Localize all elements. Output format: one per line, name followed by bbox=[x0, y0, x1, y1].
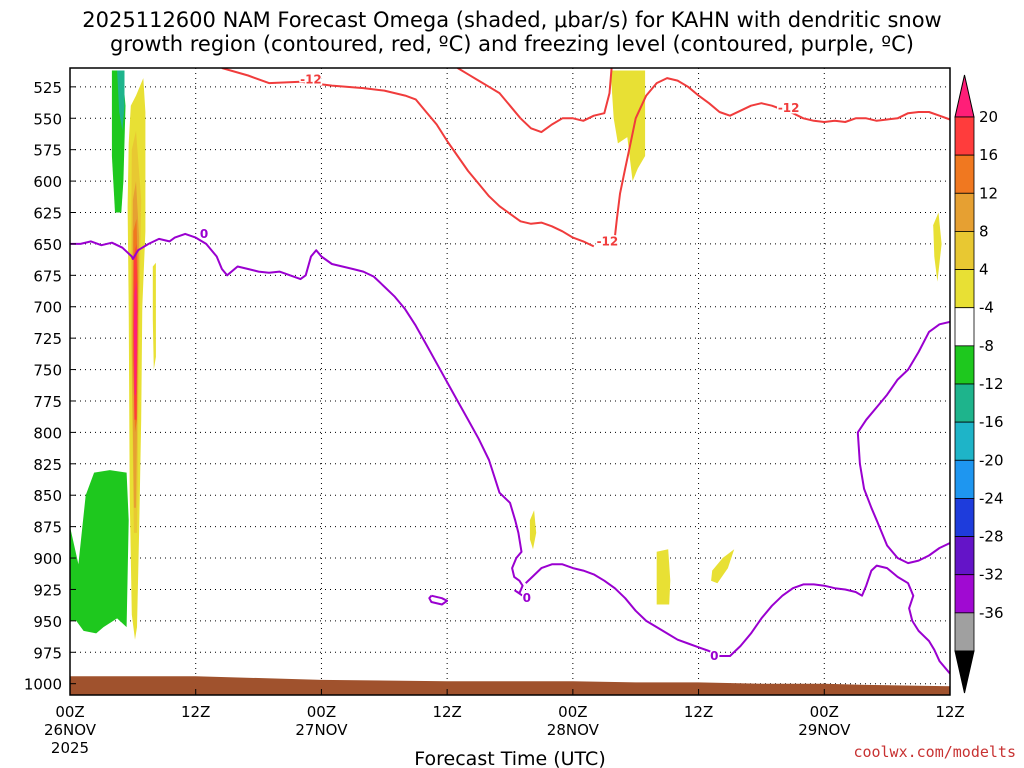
y-tick-label: 600 bbox=[33, 173, 62, 191]
dgz-contour-line bbox=[221, 68, 595, 248]
grid-lines bbox=[69, 68, 951, 695]
y-tick-label: 825 bbox=[33, 456, 62, 474]
colorbar-label: 12 bbox=[979, 184, 998, 202]
x-tick-label: 00Z bbox=[55, 703, 84, 721]
y-tick-label: 625 bbox=[33, 204, 62, 222]
colorbar-swatch bbox=[954, 383, 975, 423]
omega-shade-region bbox=[933, 212, 942, 282]
colorbar: 20 16 12 8 4 -4 -8 -12 -16 -20 -24 -28 -32 -36 bbox=[954, 74, 1004, 694]
x-tick-label: 00Z bbox=[558, 703, 587, 721]
colorbar-swatch bbox=[954, 421, 975, 461]
colorbar-swatch bbox=[954, 269, 975, 309]
y-tick-label: 750 bbox=[33, 362, 62, 380]
colorbar-swatch bbox=[954, 307, 975, 347]
colorbar-swatch bbox=[954, 498, 975, 537]
chart-title-line2: growth region (contoured, red, ºC) and f… bbox=[110, 32, 914, 56]
y-tick-label: 575 bbox=[33, 142, 62, 160]
omega-shade-region bbox=[117, 70, 125, 131]
contour-label: -12 bbox=[778, 101, 800, 115]
y-tick-label: 925 bbox=[33, 581, 62, 599]
credit-text: coolwx.com/modelts bbox=[853, 743, 1016, 761]
y-tick-label: 975 bbox=[33, 644, 62, 662]
y-tick-label: 700 bbox=[33, 299, 62, 317]
contour-label: 0 bbox=[523, 591, 531, 605]
colorbar-label: -20 bbox=[979, 451, 1004, 469]
colorbar-label: -24 bbox=[979, 489, 1004, 507]
chart-title-line1: 2025112600 NAM Forecast Omega (shaded, μ… bbox=[82, 8, 942, 32]
freezing-level-contour-line bbox=[70, 232, 528, 600]
y-tick-label: 775 bbox=[33, 393, 62, 411]
y-tick-label: 875 bbox=[33, 519, 62, 537]
y-tick-label: 525 bbox=[33, 79, 62, 97]
contour-label: 0 bbox=[200, 227, 208, 241]
y-tick-label: 675 bbox=[33, 267, 62, 285]
colorbar-label: 20 bbox=[979, 108, 998, 126]
x-tick-label: 00Z bbox=[810, 703, 839, 721]
x-tick-date-label: 26NOV bbox=[44, 721, 97, 739]
colorbar-label: -8 bbox=[979, 337, 994, 355]
colorbar-swatch bbox=[954, 154, 975, 194]
contour-label: -12 bbox=[300, 72, 322, 86]
colorbar-swatch bbox=[954, 574, 975, 614]
x-tick-date-label: 29NOV bbox=[798, 721, 851, 739]
colorbar-bottom-arrow bbox=[954, 650, 975, 694]
y-tick-label: 800 bbox=[33, 424, 62, 442]
omega-shade-region bbox=[610, 70, 646, 182]
omega-shade-region bbox=[711, 549, 735, 584]
omega-shading bbox=[70, 70, 950, 695]
colorbar-label: -32 bbox=[979, 566, 1004, 584]
colorbar-swatch bbox=[954, 231, 975, 270]
y-tick-label: 650 bbox=[33, 236, 62, 254]
x-tick-label: 12Z bbox=[181, 703, 210, 721]
x-tick-label: 12Z bbox=[935, 703, 964, 721]
colorbar-label: -4 bbox=[979, 299, 994, 317]
colorbar-label: 16 bbox=[979, 146, 998, 164]
omega-shade-region bbox=[656, 549, 671, 605]
colorbar-label: 8 bbox=[979, 222, 989, 240]
freezing-level-contour-line bbox=[428, 594, 449, 606]
omega-shade-region bbox=[133, 281, 137, 395]
contours bbox=[70, 68, 950, 675]
x-tick-year-label: 2025 bbox=[51, 739, 89, 757]
colorbar-swatch bbox=[954, 116, 975, 156]
y-tick-label: 900 bbox=[33, 550, 62, 568]
contour-label: 0 bbox=[710, 649, 718, 663]
x-tick-label: 12Z bbox=[684, 703, 713, 721]
plot-frame bbox=[69, 67, 951, 696]
colorbar-swatch bbox=[954, 345, 975, 385]
freezing-level-contour-line bbox=[525, 563, 950, 675]
x-tick-date-label: 28NOV bbox=[547, 721, 600, 739]
colorbar-swatch bbox=[954, 536, 975, 576]
contour-labels: -12 -12 -12 0 0 0 bbox=[198, 71, 801, 665]
colorbar-label: -12 bbox=[979, 375, 1004, 393]
colorbar-label: -16 bbox=[979, 413, 1004, 431]
y-tick-label: 950 bbox=[33, 613, 62, 631]
x-tick-label: 00Z bbox=[307, 703, 336, 721]
colorbar-swatch bbox=[954, 192, 975, 232]
colorbar-swatch bbox=[954, 612, 975, 652]
omega-shade-region bbox=[152, 262, 156, 370]
contour-label: -12 bbox=[597, 234, 619, 248]
colorbar-top-arrow bbox=[954, 74, 975, 118]
colorbar-label: -28 bbox=[979, 528, 1004, 546]
dgz-contour-line bbox=[457, 68, 613, 134]
terrain-fill bbox=[70, 676, 950, 695]
freezing-level-contour-line bbox=[856, 320, 950, 565]
y-tick-label: 550 bbox=[33, 110, 62, 128]
y-axis: 525 550 575 600 625 650 675 700 725 750 775 800 825 8… bbox=[24, 79, 76, 694]
x-tick-label: 12Z bbox=[432, 703, 461, 721]
x-tick-date-label: 27NOV bbox=[295, 721, 348, 739]
colorbar-label: 4 bbox=[979, 261, 989, 279]
omega-shade-region bbox=[529, 510, 537, 550]
y-tick-label: 850 bbox=[33, 487, 62, 505]
omega-shade-region bbox=[70, 470, 129, 634]
colorbar-swatch bbox=[954, 459, 975, 499]
dgz-contour-line bbox=[613, 77, 950, 238]
y-tick-label: 1000 bbox=[24, 676, 62, 694]
y-tick-label: 725 bbox=[33, 330, 62, 348]
x-axis-title: Forecast Time (UTC) bbox=[414, 748, 605, 768]
colorbar-label: -36 bbox=[979, 604, 1004, 622]
